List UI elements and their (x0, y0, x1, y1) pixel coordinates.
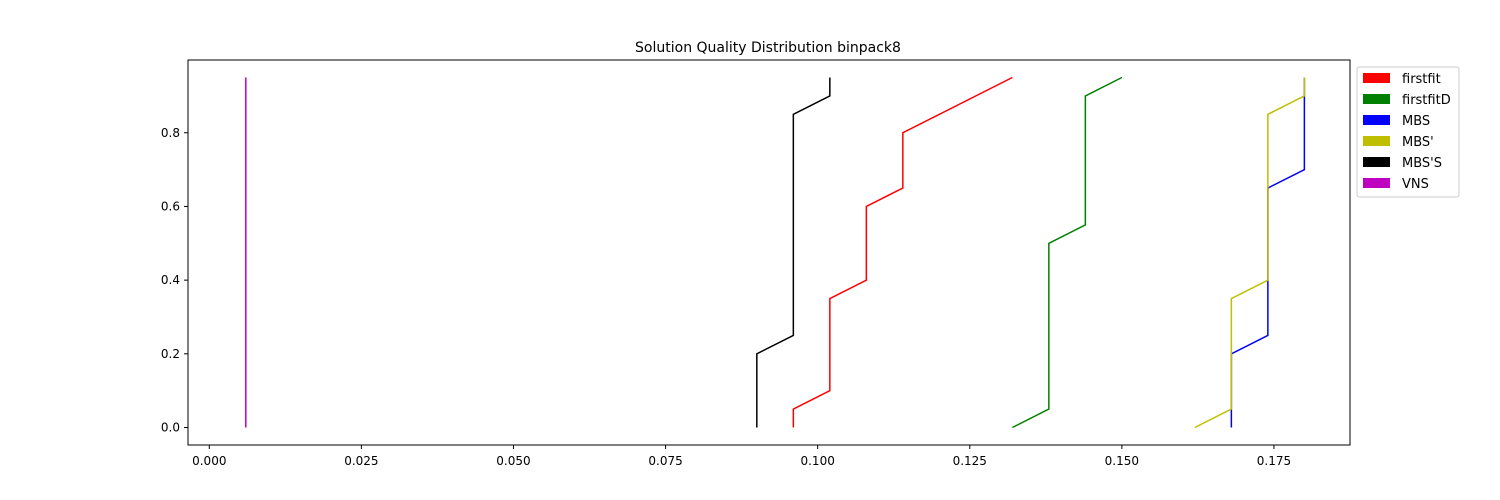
x-tick-label: 0.025 (344, 454, 378, 468)
x-axis: 0.000 0.025 0.050 0.075 0.100 0.125 0.150 0.175 (192, 445, 1291, 468)
x-tick-label: 0.100 (800, 454, 834, 468)
y-tick-label: 0.2 (161, 347, 180, 361)
x-tick-label: 0.150 (1105, 454, 1139, 468)
chart-title: Solution Quality Distribution binpack8 (635, 40, 901, 56)
series-line-1 (1012, 76, 1123, 429)
legend-label-1: firstfitD (1402, 93, 1451, 108)
x-tick-label: 0.175 (1257, 454, 1291, 468)
x-tick-label: 0.125 (953, 454, 987, 468)
legend-swatch-5 (1363, 178, 1390, 188)
y-tick-label: 0.4 (161, 273, 180, 287)
legend-swatch-4 (1363, 157, 1390, 167)
legend-label-4: MBS'S (1402, 156, 1442, 171)
x-tick-label: 0.000 (192, 454, 226, 468)
legend-label-0: firstfit (1402, 72, 1441, 87)
legend-label-3: MBS' (1402, 135, 1434, 150)
y-tick-label: 0.0 (161, 421, 180, 435)
series-line-3 (1194, 77, 1306, 429)
legend-swatch-2 (1363, 115, 1390, 125)
series-line-4 (756, 77, 831, 428)
series-layer (245, 76, 1306, 429)
legend-label-2: MBS (1402, 114, 1430, 129)
legend: firstfit firstfitD MBS MBS' MBS'S VNS (1356, 66, 1460, 198)
legend-swatch-3 (1363, 136, 1390, 146)
series-line-0 (792, 76, 1013, 428)
legend-label-5: VNS (1402, 177, 1429, 192)
legend-swatch-0 (1363, 73, 1390, 83)
y-axis: 0.0 0.2 0.4 0.6 0.8 (161, 126, 188, 435)
x-tick-label: 0.075 (648, 454, 682, 468)
legend-swatch-1 (1363, 94, 1390, 104)
y-tick-label: 0.8 (161, 126, 180, 140)
plot-area-frame (187, 59, 1351, 446)
y-tick-label: 0.6 (161, 199, 180, 213)
x-tick-label: 0.050 (496, 454, 530, 468)
